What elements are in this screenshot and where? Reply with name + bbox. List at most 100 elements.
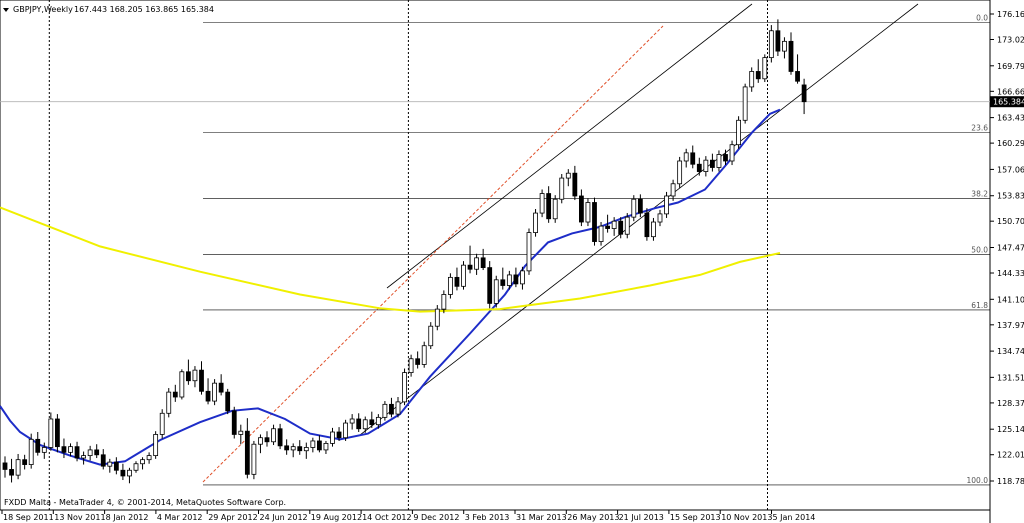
candlestick: [349, 414, 355, 430]
candle-body-bear: [22, 459, 28, 465]
candle-body-bull: [703, 159, 709, 172]
x-tick-label: 29 Apr 2012: [208, 513, 257, 522]
candle-body-bull: [506, 274, 512, 286]
candlestick: [61, 438, 67, 459]
candle-body-bull: [323, 442, 329, 451]
candlestick: [120, 463, 126, 481]
channel-lower-line[interactable]: [359, 3, 919, 436]
candle-body-bull: [611, 220, 617, 229]
candle-body-bull: [153, 434, 159, 457]
x-tick-label: 31 Mar 2013: [516, 513, 567, 522]
candlestick: [696, 157, 702, 176]
candlestick: [369, 411, 375, 428]
candle-body-bear: [284, 445, 290, 451]
candle-body-bull: [552, 198, 558, 220]
candlestick: [742, 83, 748, 124]
candlestick: [683, 148, 689, 168]
candle-body-bull: [736, 119, 741, 146]
candle-body-bull: [127, 469, 132, 477]
y-tick-label: 144.335: [997, 269, 1024, 278]
candlestick: [408, 354, 414, 377]
x-tick-label: 13 Nov 2011: [54, 513, 105, 522]
candle-body-bear: [389, 403, 394, 415]
candle-body-bear: [172, 391, 178, 398]
fibonacci-retracement[interactable]: 0.0 23.6 38.2 50.0 61.8 100.0: [203, 14, 990, 486]
candle-body-bear: [592, 202, 597, 242]
candlestick: [572, 165, 578, 201]
current-price-box: [990, 96, 1024, 108]
candlestick: [316, 435, 322, 453]
y-tick-label: 134.740: [997, 347, 1024, 356]
candlestick: [264, 431, 270, 447]
candle-body-bull: [87, 449, 93, 457]
candle-body-bull: [474, 257, 480, 270]
candlestick: [677, 156, 683, 188]
candlestick: [113, 457, 119, 475]
x-tick-label: 10 Nov 2013: [721, 513, 772, 522]
candle-body-bull: [657, 213, 663, 223]
candle-body-bull: [670, 183, 676, 197]
candle-body-bear: [2, 462, 8, 470]
candle-body-bear: [336, 431, 342, 439]
candlestick: [48, 412, 54, 451]
candle-body-bull: [520, 270, 525, 285]
candlestick: [225, 388, 231, 415]
candlestick: [199, 361, 204, 395]
fib-level-label: 38.2: [971, 189, 988, 198]
current-price-label: 165.384: [993, 98, 1024, 107]
candle-body-bear: [369, 419, 375, 426]
candle-body-bull: [133, 463, 139, 471]
candle-body-bull: [559, 177, 565, 200]
candle-body-bear: [788, 40, 794, 72]
candlestick: [637, 194, 643, 218]
candle-body-bear: [618, 220, 624, 235]
candlestick: [513, 267, 519, 288]
candle-body-bear: [218, 382, 224, 393]
candlestick: [447, 273, 453, 299]
candlestick: [35, 432, 41, 456]
candlestick: [336, 427, 342, 441]
candle-body-bull: [631, 198, 637, 218]
candle-body-bull: [382, 403, 388, 418]
candle-body-bear: [644, 212, 650, 238]
candlestick: [598, 222, 604, 246]
candlestick: [592, 197, 597, 246]
candle-body-bull: [526, 232, 532, 272]
candle-body-bear: [454, 276, 460, 287]
candlestick: [565, 169, 571, 187]
candle-body-bear: [546, 193, 552, 220]
candle-body-bear: [696, 163, 702, 172]
candlestick: [356, 413, 362, 433]
candlestick: [631, 195, 637, 222]
candlestick: [736, 116, 741, 149]
candlestick: [74, 441, 80, 462]
candlestick: [539, 189, 545, 218]
y-tick-label: 166.660: [997, 87, 1024, 96]
candlestick: [782, 37, 787, 59]
channel-upper-line[interactable]: [386, 3, 753, 289]
candlestick: [441, 290, 447, 314]
candlestick: [185, 359, 191, 385]
fib-level-label: 100.0: [967, 476, 989, 485]
candle-body-bull: [290, 446, 296, 451]
x-tick-label: 18 Sep 2011: [3, 513, 54, 522]
symbol-dropdown-icon[interactable]: [3, 8, 9, 12]
candlestick: [159, 409, 165, 439]
candle-body-bull: [41, 447, 47, 453]
candlestick: [487, 261, 493, 309]
candle-body-bear: [467, 264, 473, 270]
candle-body-bull: [375, 416, 381, 426]
candle-body-bull: [683, 152, 689, 162]
candlestick: [506, 270, 512, 290]
dashed-trend-line[interactable]: [202, 25, 664, 483]
candle-body-bull: [303, 447, 309, 452]
fib-level-label: 23.6: [971, 123, 988, 132]
candlestick: [605, 214, 610, 233]
candle-body-bear: [74, 446, 80, 459]
price-axis: 176.160 173.025 169.795 166.660 163.430 160.2…: [990, 10, 1024, 486]
y-tick-label: 173.025: [997, 36, 1024, 45]
trend-channel[interactable]: [202, 3, 919, 483]
candle-body-bull: [447, 276, 453, 295]
